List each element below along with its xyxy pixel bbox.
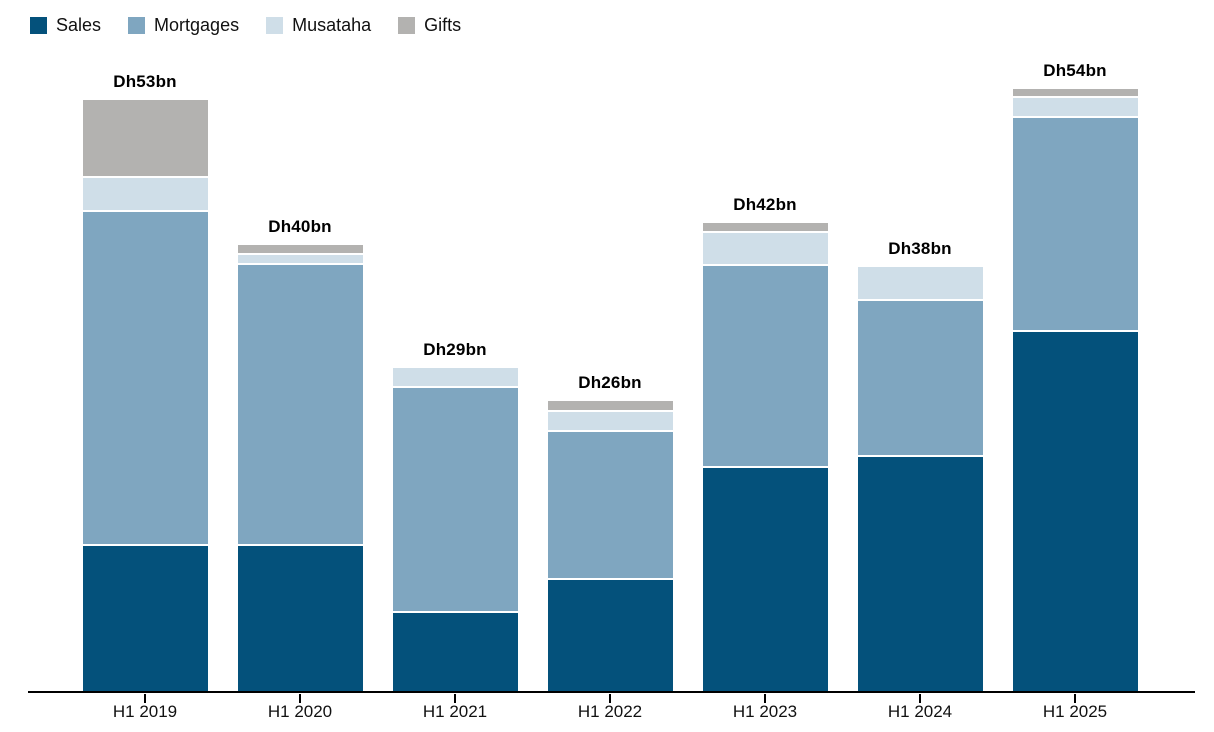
bar-h1-2023 <box>702 222 828 691</box>
bar-total-label-h1-2020: Dh40bn <box>268 217 332 236</box>
legend-swatch-mortgages <box>128 16 146 34</box>
x-axis-line <box>28 691 1195 693</box>
bar-segment-musataha-h1-2020 <box>237 255 363 266</box>
legend-label-mortgages: Mortgages <box>154 15 240 35</box>
legend-swatch-gifts <box>398 16 416 34</box>
bar-segment-musataha-h1-2024 <box>857 267 983 301</box>
bar-segment-gifts-h1-2022 <box>547 401 673 413</box>
x-axis-label-h1-2021: H1 2021 <box>422 702 488 721</box>
bar-total-label-h1-2022: Dh26bn <box>578 373 642 393</box>
x-axis-tick-h1-2022 <box>609 694 611 703</box>
x-axis-label-h1-2024: H1 2024 <box>887 702 953 721</box>
bar-segment-mortgages-h1-2024 <box>857 300 983 457</box>
legend-item-musataha: Musataha <box>266 15 371 35</box>
bar-segment-mortgages-h1-2022 <box>547 432 673 580</box>
x-axis-label-h1-2022: H1 2022 <box>577 702 643 721</box>
legend-label-musataha: Musataha <box>292 15 372 35</box>
x-axis-tick-h1-2024 <box>919 694 921 703</box>
legend-swatch-musataha <box>266 16 284 34</box>
bar-segment-sales-h1-2025 <box>1012 331 1138 691</box>
bar-segment-sales-h1-2022 <box>547 579 673 691</box>
bar-segment-mortgages-h1-2021 <box>392 387 518 613</box>
bar-segment-musataha-h1-2023 <box>702 232 828 267</box>
legend-swatch-sales <box>30 16 47 34</box>
x-axis-tick-h1-2025 <box>1074 694 1076 703</box>
bar-segment-musataha-h1-2019 <box>82 178 208 212</box>
bar-segment-musataha-h1-2025 <box>1012 97 1138 118</box>
legend-item-sales: Sales <box>30 15 101 35</box>
bar-total-label-h1-2023: Dh42bn <box>733 194 797 214</box>
bar-segment-gifts-h1-2025 <box>1012 88 1138 98</box>
bar-segment-gifts-h1-2020 <box>237 245 363 256</box>
x-axis-tick-h1-2019 <box>144 694 146 703</box>
bar-segment-mortgages-h1-2025 <box>1012 117 1138 332</box>
bar-total-label-h1-2021: Dh29bn <box>423 339 487 359</box>
legend-item-mortgages: Mortgages <box>128 15 239 35</box>
bar-segment-sales-h1-2019 <box>82 546 208 691</box>
bar-h1-2020 <box>237 245 363 691</box>
x-axis-label-h1-2023: H1 2023 <box>732 702 798 721</box>
bar-segment-musataha-h1-2022 <box>547 412 673 433</box>
legend-item-gifts: Gifts <box>398 15 461 35</box>
bar-segment-mortgages-h1-2019 <box>82 211 208 547</box>
bar-segment-gifts-h1-2023 <box>702 222 828 233</box>
bar-total-label-h1-2025: Dh54bn <box>1043 60 1107 80</box>
legend-label-sales: Sales <box>56 15 102 35</box>
bar-segment-musataha-h1-2021 <box>392 367 518 388</box>
x-axis-tick-h1-2020 <box>299 694 301 703</box>
bar-segment-sales-h1-2024 <box>857 456 983 691</box>
x-axis-label-h1-2020: H1 2020 <box>267 702 333 721</box>
bar-segment-gifts-h1-2019 <box>82 100 208 179</box>
x-axis-tick-h1-2021 <box>454 694 456 703</box>
bar-segment-sales-h1-2023 <box>702 468 828 691</box>
x-axis-label-h1-2025: H1 2025 <box>1042 702 1108 721</box>
bar-h1-2022 <box>547 401 673 691</box>
bar-segment-mortgages-h1-2020 <box>237 265 363 547</box>
bar-total-label-h1-2024: Dh38bn <box>888 239 952 259</box>
bar-segment-sales-h1-2021 <box>392 612 518 691</box>
x-axis-label-h1-2019: H1 2019 <box>112 702 178 721</box>
x-axis-tick-h1-2023 <box>764 694 766 703</box>
bar-segment-mortgages-h1-2023 <box>702 266 828 468</box>
bar-total-label-h1-2019: Dh53bn <box>113 72 177 92</box>
bar-segment-sales-h1-2020 <box>237 546 363 691</box>
legend-label-gifts: Gifts <box>424 15 462 35</box>
legend: Sales Mortgages Musataha Gifts <box>30 15 461 35</box>
bar-h1-2021 <box>392 367 518 691</box>
bar-h1-2024 <box>857 267 983 691</box>
bar-h1-2025 <box>1012 88 1138 691</box>
bar-h1-2019 <box>82 100 208 691</box>
